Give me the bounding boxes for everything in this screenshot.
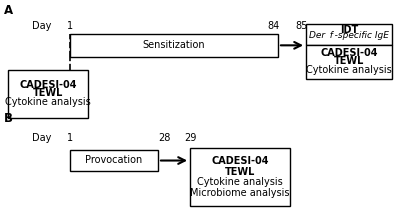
Bar [8, 70, 88, 118]
Text: Cytokine analysis: Cytokine analysis [197, 177, 283, 187]
Bar [306, 24, 392, 45]
Bar [70, 34, 278, 57]
Text: CADESI-04: CADESI-04 [320, 48, 378, 58]
Text: 28: 28 [158, 133, 170, 143]
Text: Day: Day [32, 133, 51, 143]
Bar [306, 45, 392, 79]
Text: Sensitization: Sensitization [143, 41, 205, 50]
Text: TEWL: TEWL [225, 167, 255, 177]
Text: 1: 1 [67, 21, 73, 31]
Text: CADESI-04: CADESI-04 [211, 156, 269, 166]
Text: CADESI-04: CADESI-04 [19, 80, 77, 90]
Text: Microbiome analysis: Microbiome analysis [190, 188, 290, 198]
Text: TEWL: TEWL [33, 88, 63, 98]
Bar [70, 150, 158, 171]
Text: Der  f -specific IgE: Der f -specific IgE [309, 31, 389, 40]
Text: A: A [4, 4, 13, 17]
Text: Cytokine analysis: Cytokine analysis [5, 97, 91, 108]
Text: Cytokine analysis: Cytokine analysis [306, 65, 392, 75]
Text: IDT: IDT [340, 25, 358, 35]
Text: B: B [4, 112, 13, 125]
Text: Provocation: Provocation [85, 155, 143, 165]
Text: Day: Day [32, 21, 51, 31]
Text: 84: 84 [268, 21, 280, 31]
Text: 85: 85 [296, 21, 308, 31]
Bar [190, 148, 290, 206]
Text: TEWL: TEWL [334, 56, 364, 66]
Text: 1: 1 [67, 133, 73, 143]
Text: 29: 29 [184, 133, 196, 143]
